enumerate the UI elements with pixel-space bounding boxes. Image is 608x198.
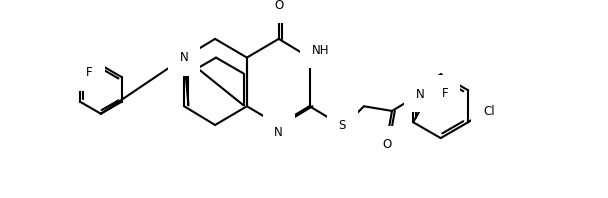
Text: Cl: Cl [483, 105, 495, 118]
Text: F: F [442, 87, 449, 100]
Text: NH: NH [312, 44, 330, 57]
Text: N: N [274, 126, 283, 139]
Text: O: O [274, 0, 283, 12]
Text: N: N [180, 51, 188, 64]
Text: F: F [86, 66, 93, 79]
Text: S: S [339, 119, 346, 132]
Text: N: N [180, 51, 188, 64]
Text: N: N [416, 88, 424, 101]
Text: O: O [382, 138, 392, 151]
Text: H: H [423, 87, 429, 96]
